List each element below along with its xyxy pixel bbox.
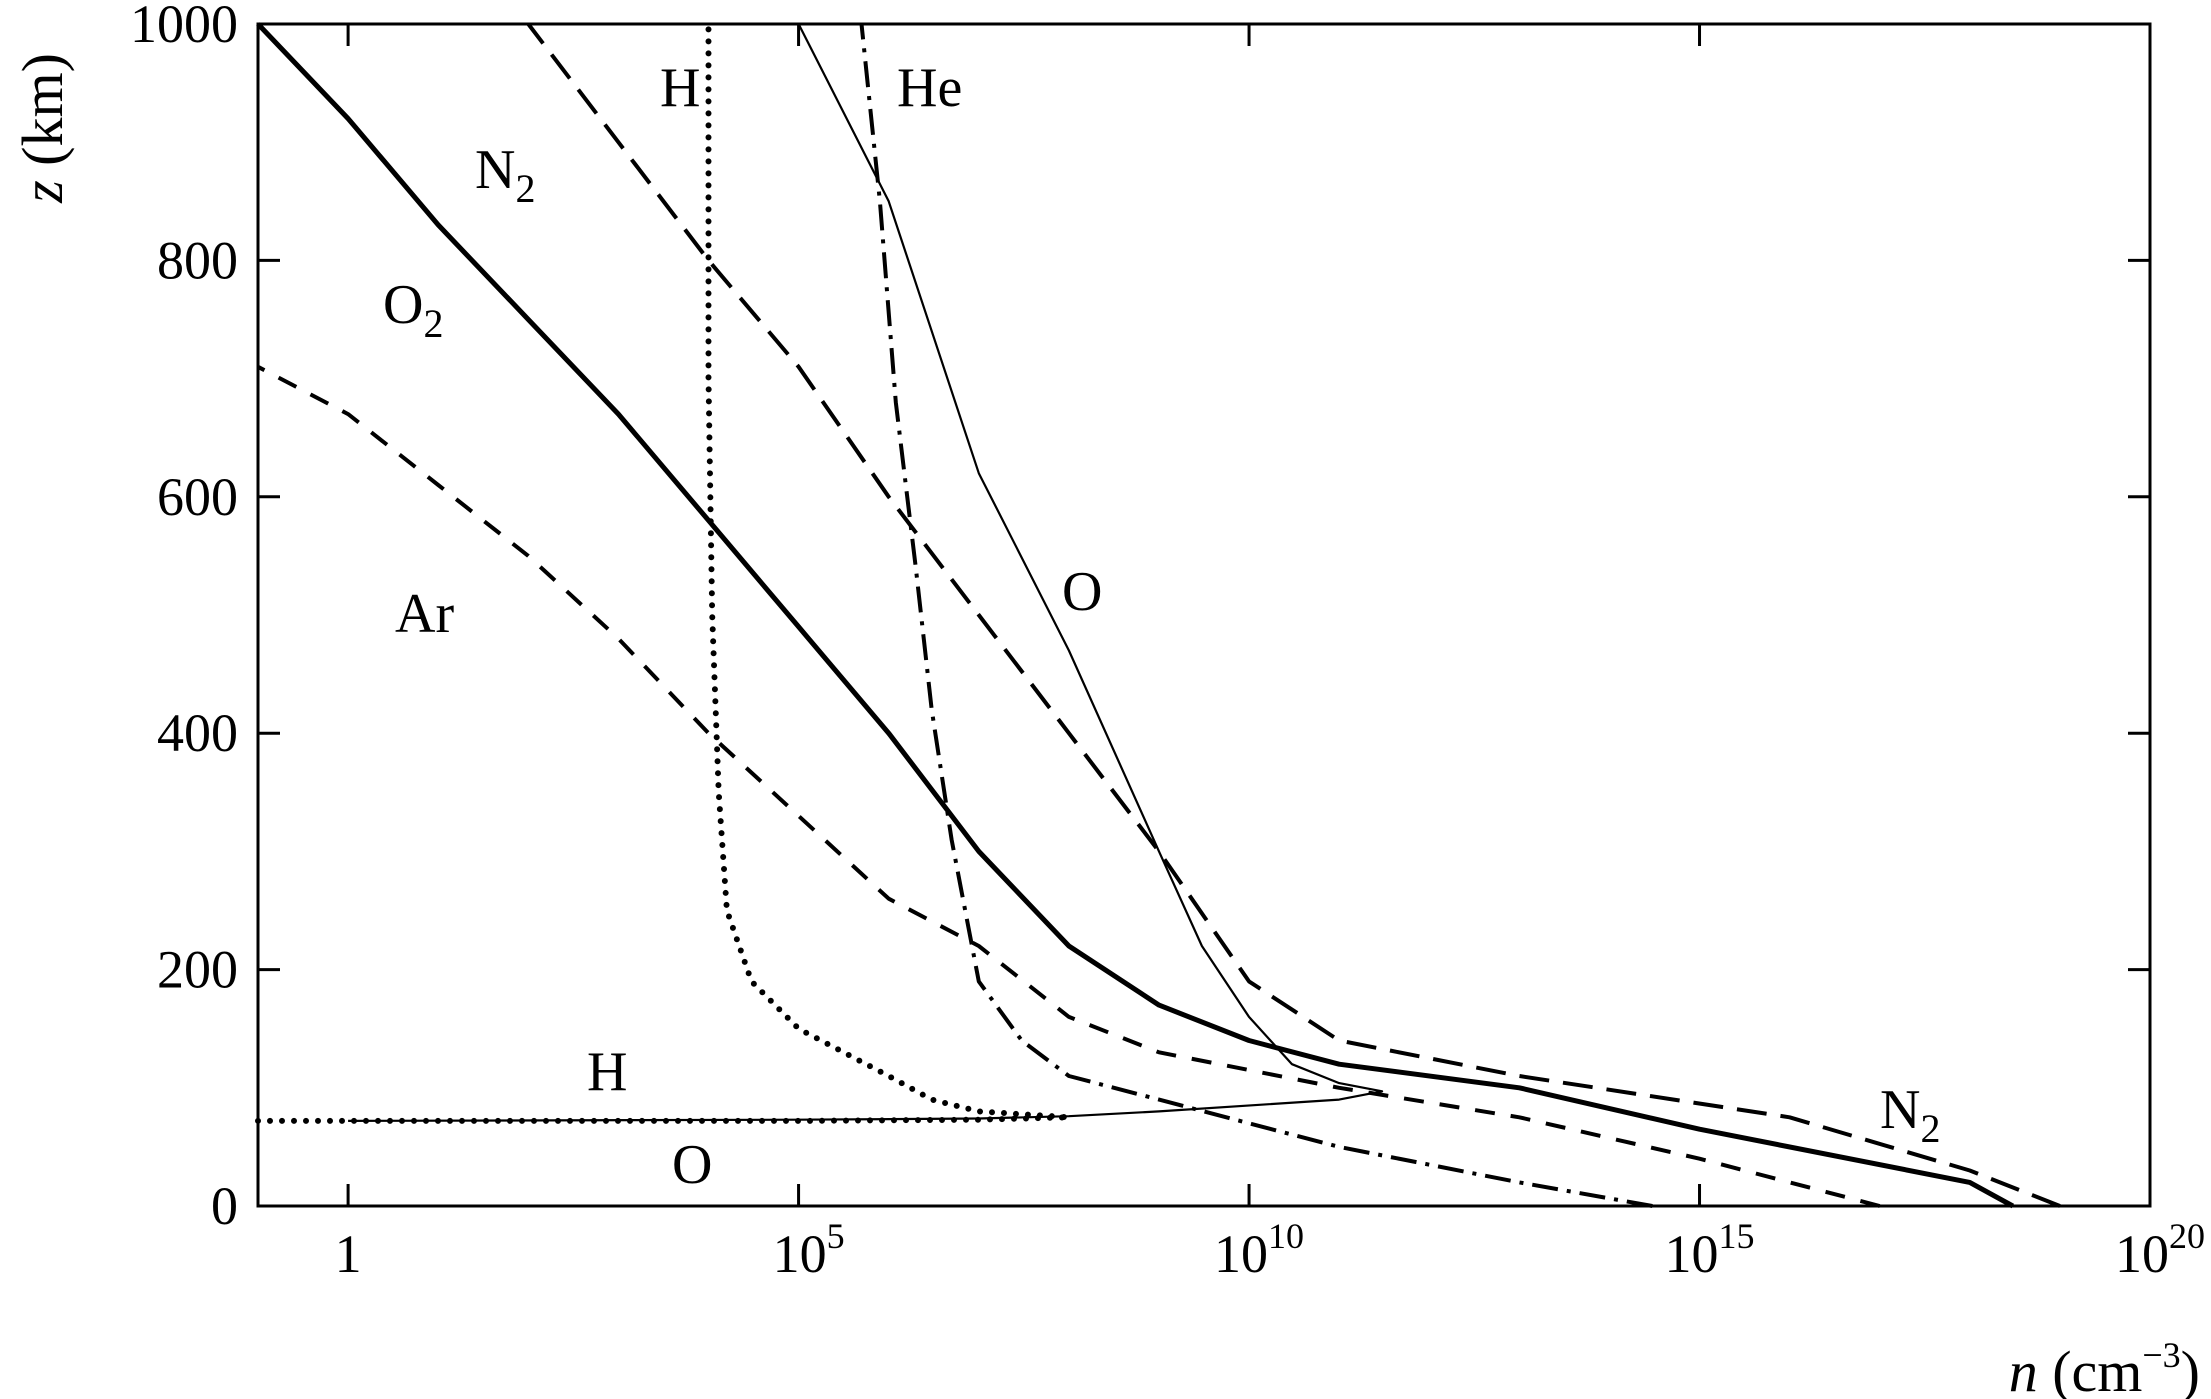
series-layer — [255, 21, 2061, 1209]
series-label-base: Ar — [395, 583, 454, 645]
y-tick-label: 400 — [157, 703, 238, 763]
series-line-h — [255, 21, 1072, 1124]
y-axis-unit: (km) — [10, 53, 75, 180]
series-label-sub: 2 — [423, 301, 443, 346]
x-axis-label: n (cm−3) — [2009, 1335, 2200, 1399]
series-label-o2: O2 — [383, 274, 443, 346]
series-label-o: O — [1062, 561, 1102, 623]
x-axis-unit-exp: −3 — [2142, 1335, 2180, 1375]
series-label-base: N — [475, 139, 515, 201]
x-tick-exp: 15 — [1719, 1216, 1755, 1256]
series-label-base: O — [672, 1134, 712, 1196]
x-tick-base: 10 — [1665, 1224, 1719, 1284]
x-tick-label: 1 — [335, 1224, 362, 1284]
x-tick-exp: 10 — [1268, 1216, 1304, 1256]
x-tick-exp: 5 — [827, 1216, 845, 1256]
series-line-n2 — [526, 22, 2061, 1208]
series-label-base: He — [897, 57, 962, 119]
series-label-sub: 2 — [1920, 1106, 1940, 1151]
series-label-base: O — [383, 274, 423, 336]
x-tick-label: 1015 — [1665, 1216, 1755, 1284]
y-tick-label: 800 — [157, 230, 238, 290]
x-tick-label: 105 — [773, 1216, 845, 1284]
series-line-o2 — [256, 22, 2015, 1209]
series-label-h: H — [587, 1041, 627, 1103]
series-label-o: O — [672, 1134, 712, 1196]
series-line-he — [859, 23, 1653, 1208]
x-tick-label: 1010 — [1214, 1216, 1304, 1284]
x-tick-label: 1020 — [2115, 1216, 2205, 1284]
series-label-base: N — [1880, 1079, 1920, 1141]
x-tick-base: 10 — [773, 1224, 827, 1284]
y-tick-label: 1000 — [130, 0, 238, 54]
y-axis-var: z — [10, 180, 75, 204]
series-label-h: H — [660, 57, 700, 119]
series-label-n2: N2 — [475, 139, 535, 211]
y-tick-label: 600 — [157, 467, 238, 527]
x-tick-exp: 20 — [2169, 1216, 2205, 1256]
x-axis-unit-prefix: (cm — [2038, 1339, 2143, 1399]
x-axis-unit-suffix: ) — [2181, 1339, 2200, 1399]
series-line-ar — [257, 365, 1881, 1208]
series-label-base: O — [1062, 561, 1102, 623]
x-tick-base: 10 — [2115, 1224, 2169, 1284]
series-label-sub: 2 — [515, 166, 535, 211]
y-tick-label: 0 — [211, 1176, 238, 1236]
series-label-ar: Ar — [395, 583, 454, 645]
y-axis-label: z (km) — [10, 53, 75, 204]
series-label-base: H — [587, 1041, 627, 1103]
series-label-he: He — [897, 57, 962, 119]
series-label-n2: N2 — [1880, 1079, 1940, 1151]
x-tick-base: 10 — [1214, 1224, 1268, 1284]
x-tick-base: 1 — [335, 1224, 362, 1284]
y-tick-label: 200 — [157, 940, 238, 1000]
x-axis-var: n — [2009, 1339, 2038, 1399]
series-label-base: H — [660, 57, 700, 119]
plot-frame — [256, 22, 2152, 1208]
